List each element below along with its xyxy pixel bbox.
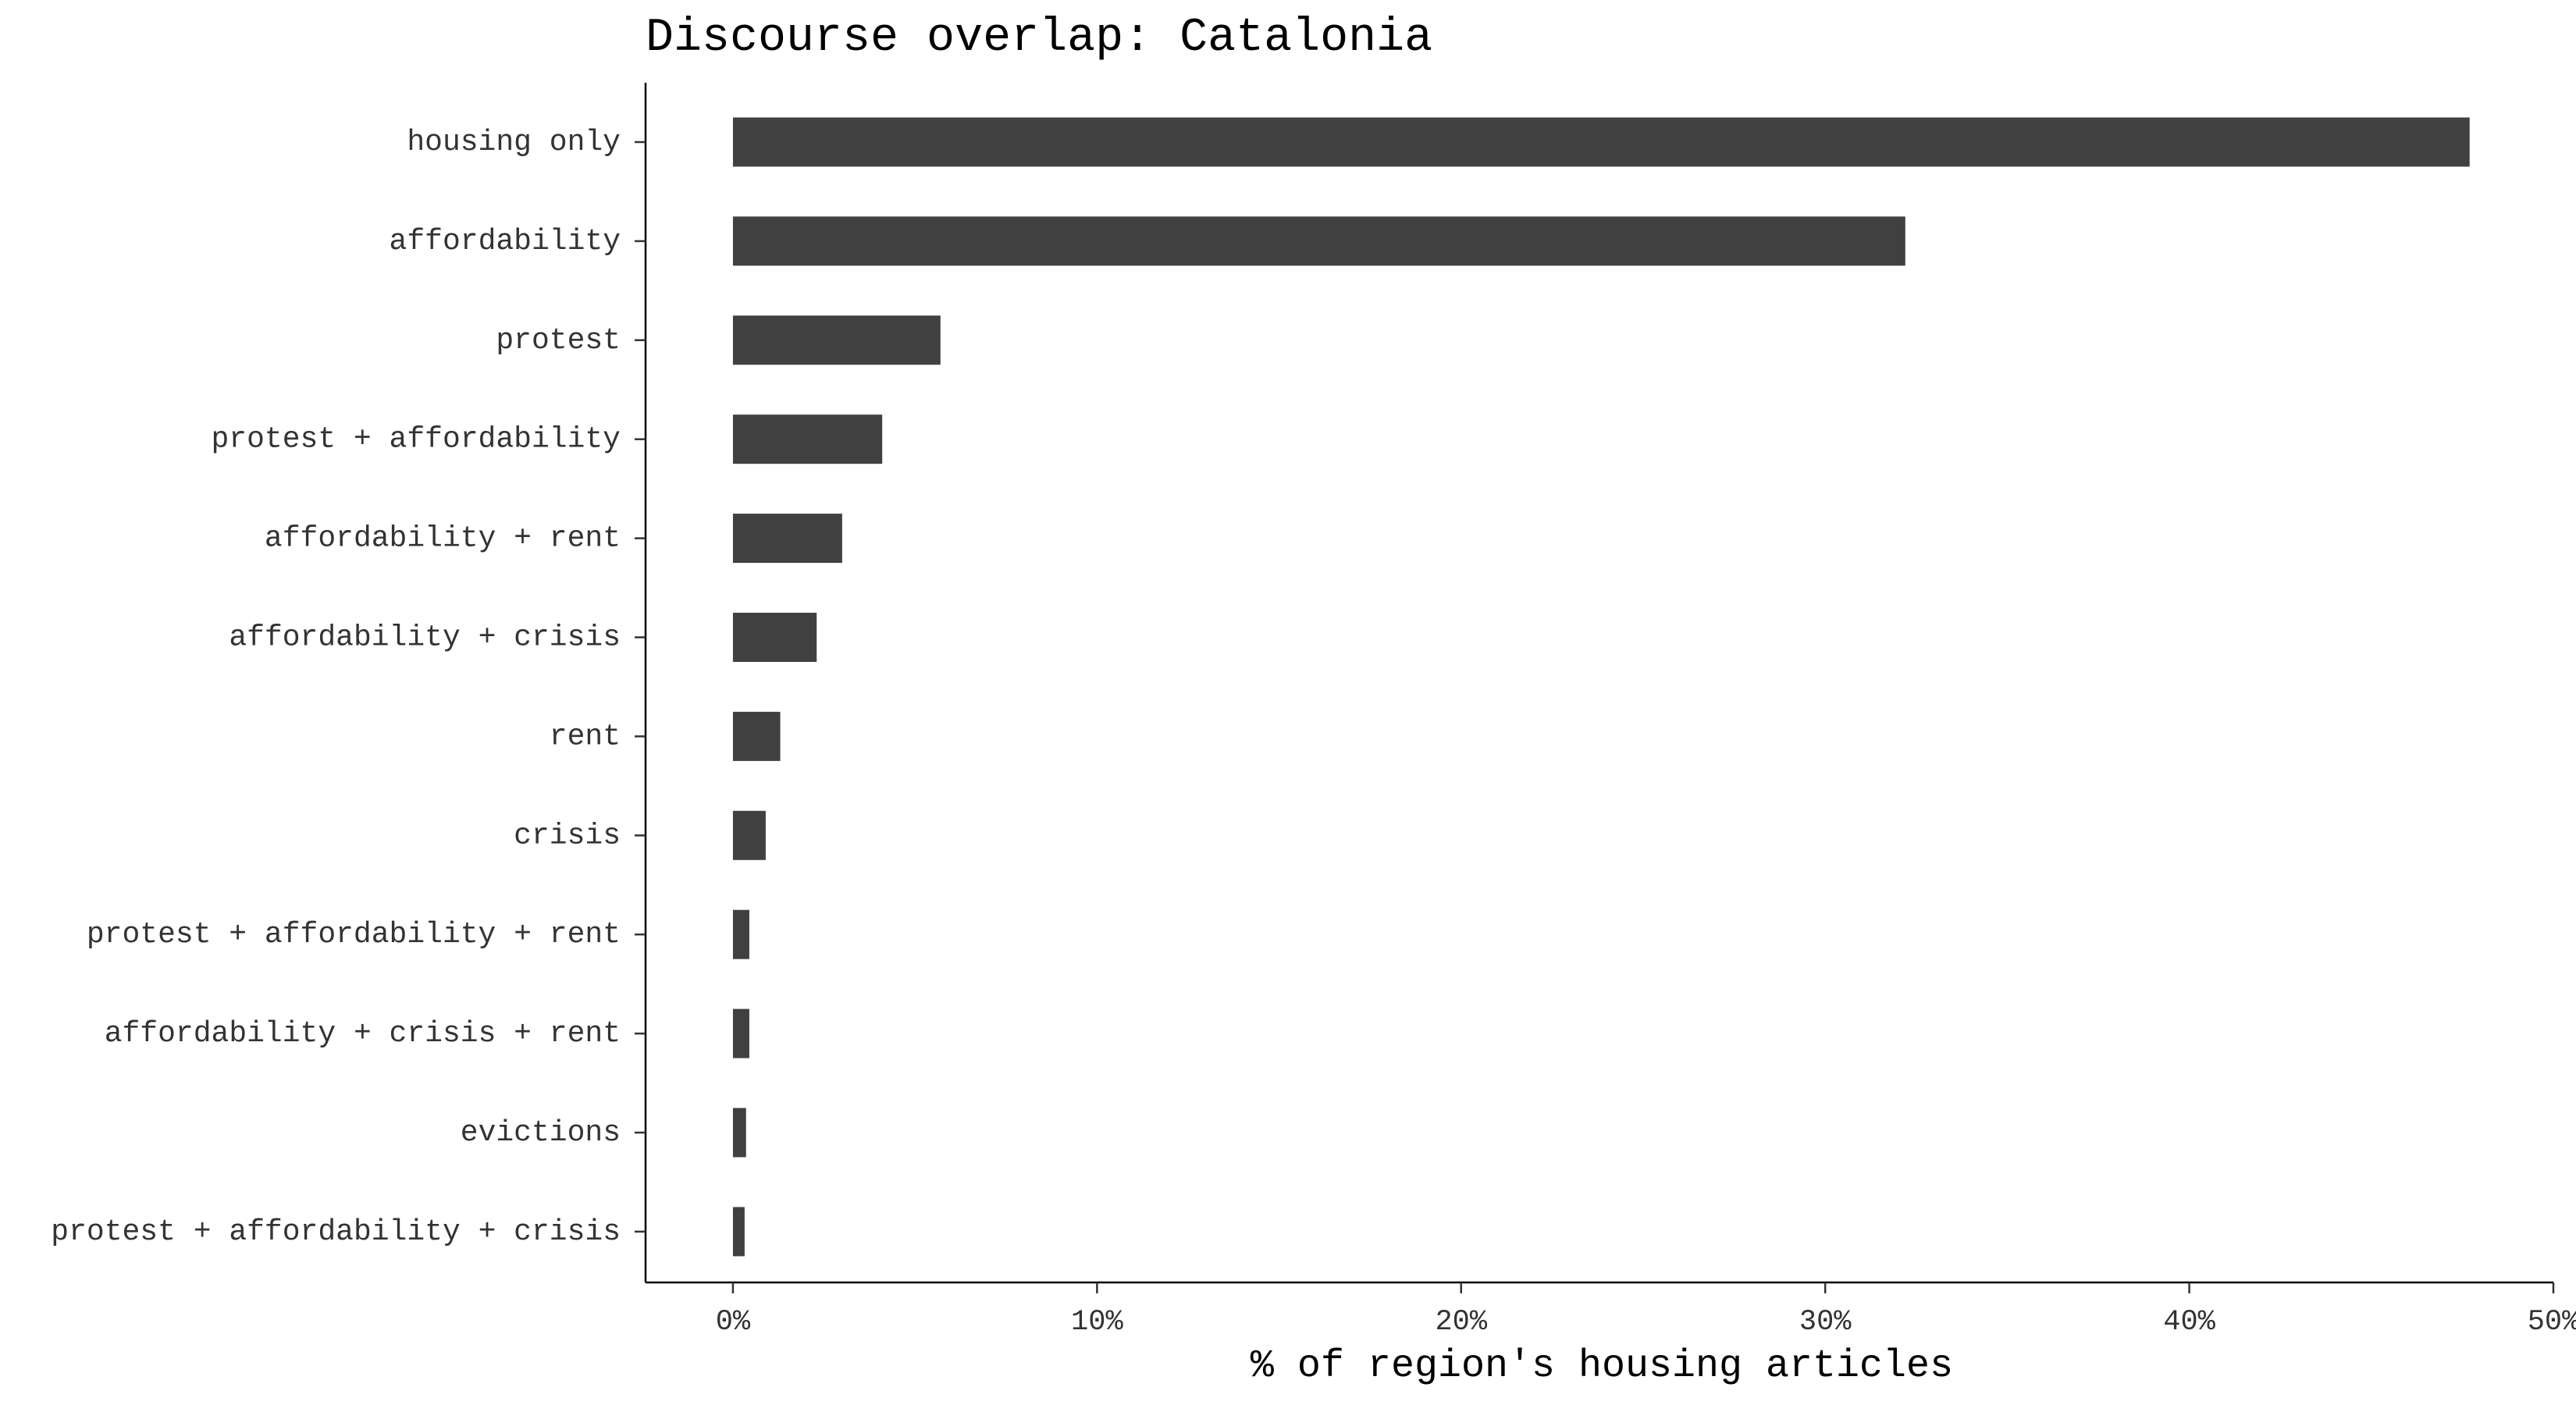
bar (732, 514, 842, 564)
x-axis-label: % of region's housing articles (1251, 1344, 1953, 1389)
bar (732, 315, 941, 365)
bar (732, 810, 766, 860)
y-tick-label: affordability + rent (265, 522, 621, 556)
y-tick-label: rent (550, 720, 621, 753)
bar (732, 1207, 745, 1257)
chart-title: Discourse overlap: Catalonia (646, 12, 1432, 65)
y-tick-label: protest (496, 324, 621, 357)
x-tick-label: 30% (1799, 1306, 1852, 1339)
bar (732, 613, 817, 662)
y-tick-label: housing only (407, 126, 621, 159)
x-tick-label: 40% (2163, 1306, 2215, 1339)
x-tick-label: 0% (716, 1306, 751, 1339)
bar (732, 216, 1905, 266)
x-tick-label: 50% (2528, 1306, 2576, 1339)
bar (732, 711, 781, 761)
bar (732, 414, 883, 464)
bar (732, 1108, 746, 1158)
y-tick-label: protest + affordability + rent (87, 918, 621, 951)
y-tick-label: affordability + crisis + rent (105, 1017, 621, 1051)
bar (732, 1008, 749, 1058)
x-tick-label: 10% (1071, 1306, 1123, 1339)
y-tick-label: affordability (390, 225, 621, 258)
bar (732, 117, 2470, 167)
y-tick-label: crisis (514, 819, 621, 852)
x-tick-label: 20% (1435, 1306, 1487, 1339)
y-tick-label: protest + affordability + crisis (51, 1215, 621, 1249)
y-tick-label: protest + affordability (212, 423, 621, 457)
y-tick-label: evictions (461, 1116, 621, 1150)
bar (732, 909, 749, 959)
y-tick-label: affordability + crisis (229, 621, 621, 655)
